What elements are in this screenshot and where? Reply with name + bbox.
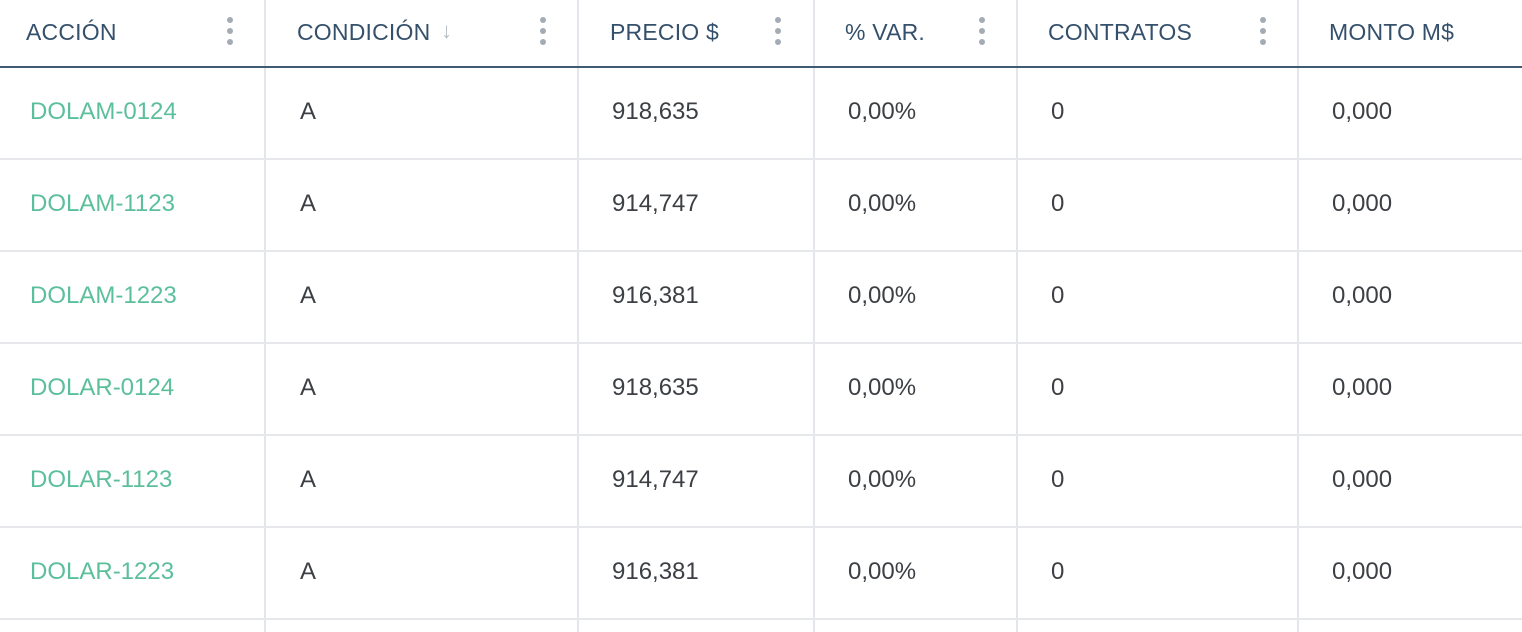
var-cell: 0,00% [848, 374, 917, 401]
var-cell: 0,00% [848, 98, 917, 125]
column-divider [1297, 0, 1299, 632]
ticker-link[interactable]: DOLAR-0124 [30, 374, 175, 401]
column-header-label: % VAR. [845, 19, 926, 45]
contratos-cell: 0 [1051, 190, 1065, 217]
column-header-label: PRECIO $ [610, 19, 719, 45]
precio-cell: 916,381 [612, 282, 699, 309]
var-cell: 0,00% [848, 558, 917, 585]
contratos-cell: 0 [1051, 98, 1065, 125]
column-header-label: CONDICIÓN [297, 19, 431, 45]
contratos-cell: 0 [1051, 374, 1065, 401]
contratos-cell: 0 [1051, 282, 1065, 309]
monto-cell: 0,000 [1332, 190, 1393, 217]
var-cell: 0,00% [848, 190, 917, 217]
monto-cell: 0,000 [1332, 98, 1393, 125]
condicion-cell: A [300, 374, 317, 401]
precio-cell: 918,635 [612, 374, 699, 401]
precio-cell: 914,747 [612, 466, 699, 493]
ticker-link[interactable]: DOLAM-0124 [30, 98, 177, 125]
contratos-cell: 0 [1051, 466, 1065, 493]
column-menu-icon[interactable] [978, 16, 986, 46]
table-header: ACCIÓN CONDICIÓN ↓ PRECIO $ % VAR. CONTR… [0, 0, 1522, 68]
column-menu-icon[interactable] [774, 16, 782, 46]
column-divider [577, 0, 579, 632]
table-row[interactable]: DOLAR-1123 A 914,747 0,00% 0 0,000 [0, 436, 1522, 528]
column-header-monto[interactable]: MONTO M$ [1299, 0, 1522, 66]
monto-cell: 0,000 [1332, 282, 1393, 309]
var-cell: 0,00% [848, 282, 917, 309]
ticker-link[interactable]: DOLAM-1223 [30, 282, 177, 309]
column-divider [264, 0, 266, 632]
column-header-label: ACCIÓN [26, 19, 117, 45]
monto-cell: 0,000 [1332, 466, 1393, 493]
precio-cell: 916,381 [612, 558, 699, 585]
condicion-cell: A [300, 558, 317, 585]
arrow-down-icon[interactable]: ↓ [441, 18, 452, 43]
table-row[interactable]: DOLAR-0124 A 918,635 0,00% 0 0,000 [0, 344, 1522, 436]
precio-cell: 914,747 [612, 190, 699, 217]
column-header-contratos[interactable]: CONTRATOS [1018, 0, 1297, 66]
condicion-cell: A [300, 282, 317, 309]
monto-cell: 0,000 [1332, 558, 1393, 585]
table-row[interactable]: DOLAR-1223 A 916,381 0,00% 0 0,000 [0, 528, 1522, 620]
contratos-cell: 0 [1051, 558, 1065, 585]
column-divider [813, 0, 815, 632]
column-header-label: MONTO M$ [1329, 19, 1455, 45]
column-header-precio[interactable]: PRECIO $ [579, 0, 813, 66]
column-header-accion[interactable]: ACCIÓN [0, 0, 264, 66]
column-header-label: CONTRATOS [1048, 19, 1193, 45]
column-menu-icon[interactable] [226, 16, 234, 46]
ticker-link[interactable]: DOLAR-1123 [30, 466, 173, 493]
column-header-var[interactable]: % VAR. [815, 0, 1016, 66]
condicion-cell: A [300, 190, 317, 217]
table-row[interactable]: DOLAM-0124 A 918,635 0,00% 0 0,000 [0, 68, 1522, 160]
ticker-link[interactable]: DOLAM-1123 [30, 190, 175, 217]
ticker-link[interactable]: DOLAR-1223 [30, 558, 175, 585]
var-cell: 0,00% [848, 466, 917, 493]
table-row[interactable]: DOLAM-1223 A 916,381 0,00% 0 0,000 [0, 252, 1522, 344]
column-menu-icon[interactable] [1259, 16, 1267, 46]
precio-cell: 918,635 [612, 98, 699, 125]
monto-cell: 0,000 [1332, 374, 1393, 401]
table-row[interactable]: DOLAM-1123 A 914,747 0,00% 0 0,000 [0, 160, 1522, 252]
column-header-condicion[interactable]: CONDICIÓN ↓ [266, 0, 577, 66]
condicion-cell: A [300, 98, 317, 125]
column-menu-icon[interactable] [539, 16, 547, 46]
condicion-cell: A [300, 466, 317, 493]
column-divider [1016, 0, 1018, 632]
